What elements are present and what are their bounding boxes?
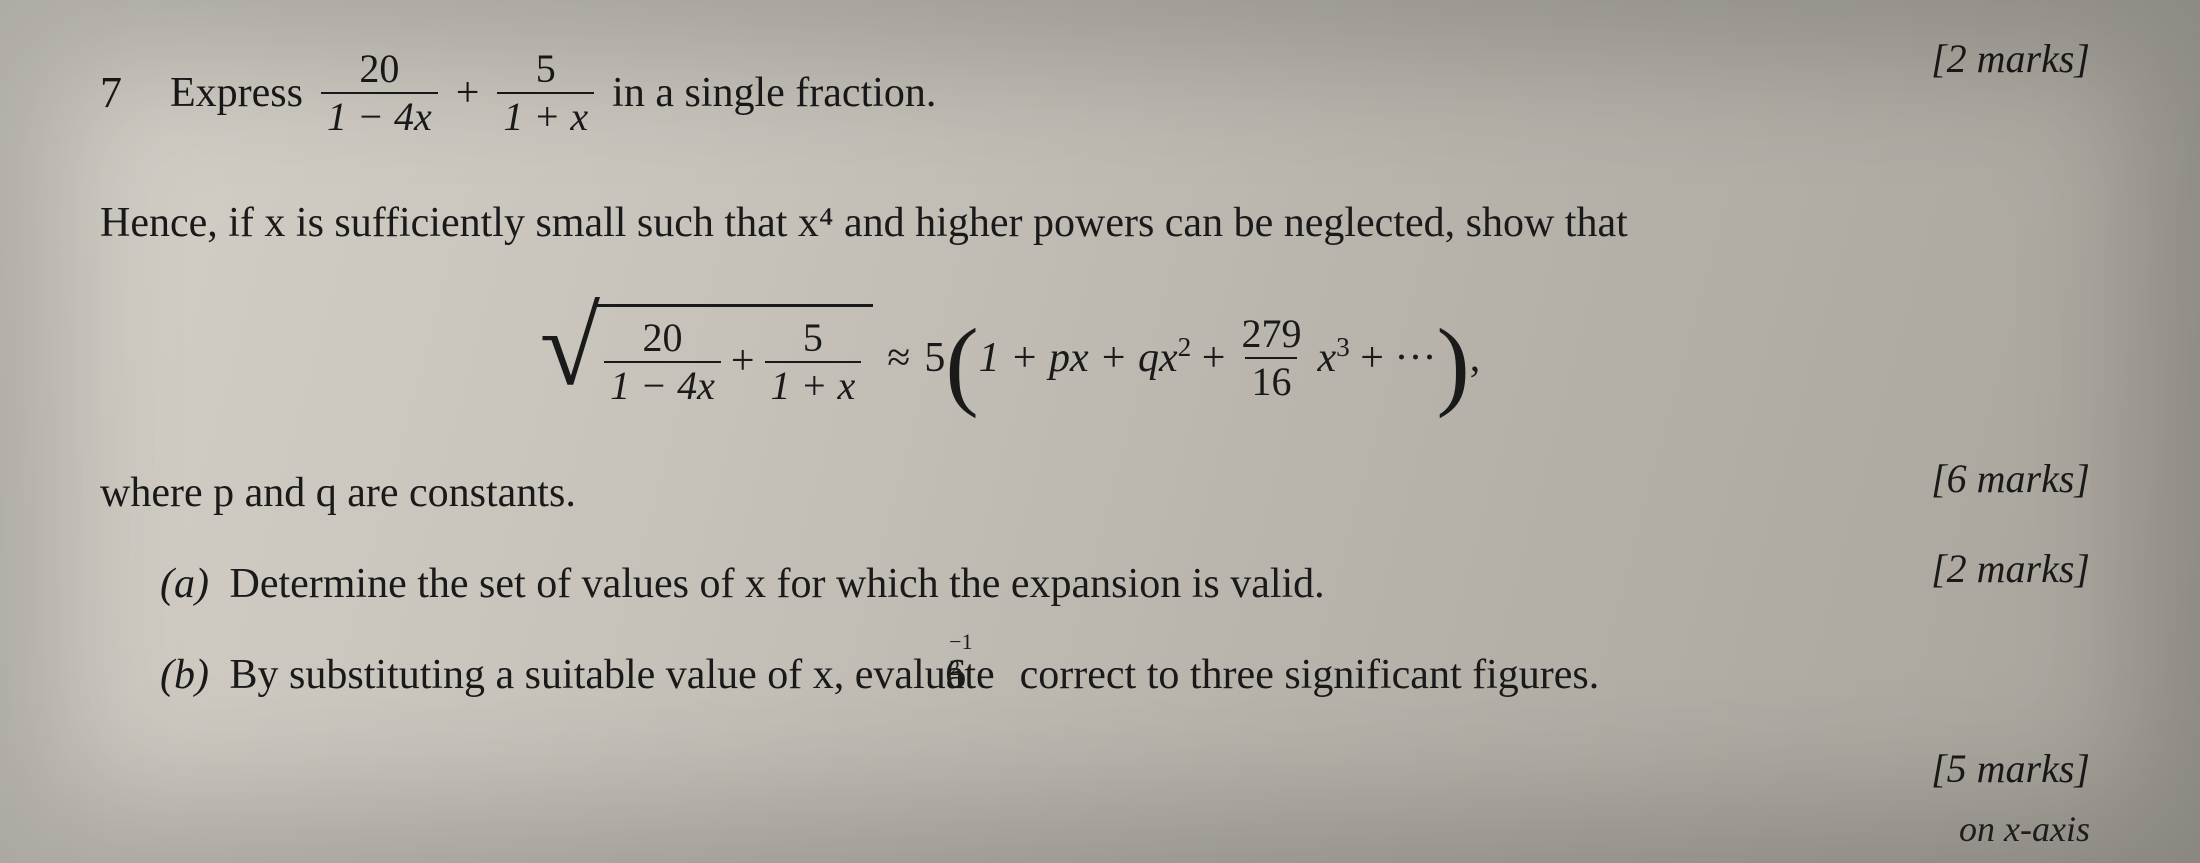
eq-frac2-num: 5 xyxy=(797,317,829,361)
part-b-post: correct to three significant figures. xyxy=(1020,652,1600,698)
left-paren-icon: ( xyxy=(945,324,978,404)
part-a: (a) Determine the set of values of x for… xyxy=(100,554,2120,615)
text-single-fraction: in a single fraction. xyxy=(612,63,936,124)
exp-sign: − xyxy=(949,629,961,654)
page-edge-scrap: on x-axis xyxy=(1959,803,2090,855)
sup-2: 2 xyxy=(1178,332,1192,362)
question-line-hence: Hence, if x is sufficiently small such t… xyxy=(100,193,2120,254)
display-equation: √ 20 1 − 4x + 5 1 + x ≈ 5 ( 1 + px + qx2… xyxy=(100,304,2120,413)
coef-5: 5 xyxy=(924,328,945,389)
right-paren-icon: ) xyxy=(1436,324,1469,404)
part-b-pre: By substituting a suitable value of x, e… xyxy=(229,652,1005,698)
question-number: 7 xyxy=(100,61,122,125)
fraction-2: 5 1 + x xyxy=(497,48,594,138)
part-a-label: (a) xyxy=(160,561,209,607)
marks-3: [2 marks] xyxy=(1931,540,2090,598)
approx-sign: ≈ xyxy=(887,328,910,389)
text-where: where p and q are constants. xyxy=(100,463,2120,524)
question-page: [2 marks] [6 marks] [2 marks] [5 marks] … xyxy=(0,0,2200,863)
fraction-1-den: 1 − 4x xyxy=(321,92,438,138)
coef-num: 279 xyxy=(1235,313,1307,357)
eq-fraction-1: 20 1 − 4x xyxy=(604,317,721,407)
exp-num: 1 xyxy=(962,629,973,654)
radicand: 20 1 − 4x + 5 1 + x xyxy=(594,304,873,413)
plus-sign: + xyxy=(456,63,480,124)
coef-fraction: 279 16 xyxy=(1235,313,1307,403)
eq-fraction-2: 5 1 + x xyxy=(765,317,862,407)
square-root: √ 20 1 − 4x + 5 1 + x xyxy=(540,304,874,413)
dots: + ··· xyxy=(1350,335,1437,381)
part-b: (b) By substituting a suitable value of … xyxy=(100,645,2120,706)
marks-4: [5 marks] xyxy=(1931,740,2090,798)
part-a-text: Determine the set of values of x for whi… xyxy=(229,561,1324,607)
poly-plus-1: + xyxy=(1191,335,1225,381)
eq-frac1-den: 1 − 4x xyxy=(604,361,721,407)
eq-frac1-num: 20 xyxy=(636,317,688,361)
x3: x xyxy=(1317,335,1336,381)
trailing-comma: , xyxy=(1470,328,1481,389)
eq-frac2-den: 1 + x xyxy=(765,361,862,407)
polynomial: 1 + px + qx2 + 279 16 x3 + ··· xyxy=(979,313,1437,403)
poly-part-a: 1 + px + qx xyxy=(979,335,1178,381)
radical-icon: √ xyxy=(540,308,600,417)
sup-3: 3 xyxy=(1336,332,1350,362)
coef-den: 16 xyxy=(1245,357,1297,403)
marks-1: [2 marks] xyxy=(1931,30,2090,88)
text-express: Express xyxy=(170,63,303,124)
question-line-1: 7 Express 20 1 − 4x + 5 1 + x in a singl… xyxy=(100,48,2120,138)
fraction-1-num: 20 xyxy=(353,48,405,92)
marks-2: [6 marks] xyxy=(1931,450,2090,508)
fraction-2-den: 1 + x xyxy=(497,92,594,138)
part-b-label: (b) xyxy=(160,652,209,698)
fraction-2-num: 5 xyxy=(530,48,562,92)
six-power: 6 −1 2 xyxy=(1005,645,1009,706)
eq-plus: + xyxy=(731,331,755,392)
fraction-1: 20 1 − 4x xyxy=(321,48,438,138)
